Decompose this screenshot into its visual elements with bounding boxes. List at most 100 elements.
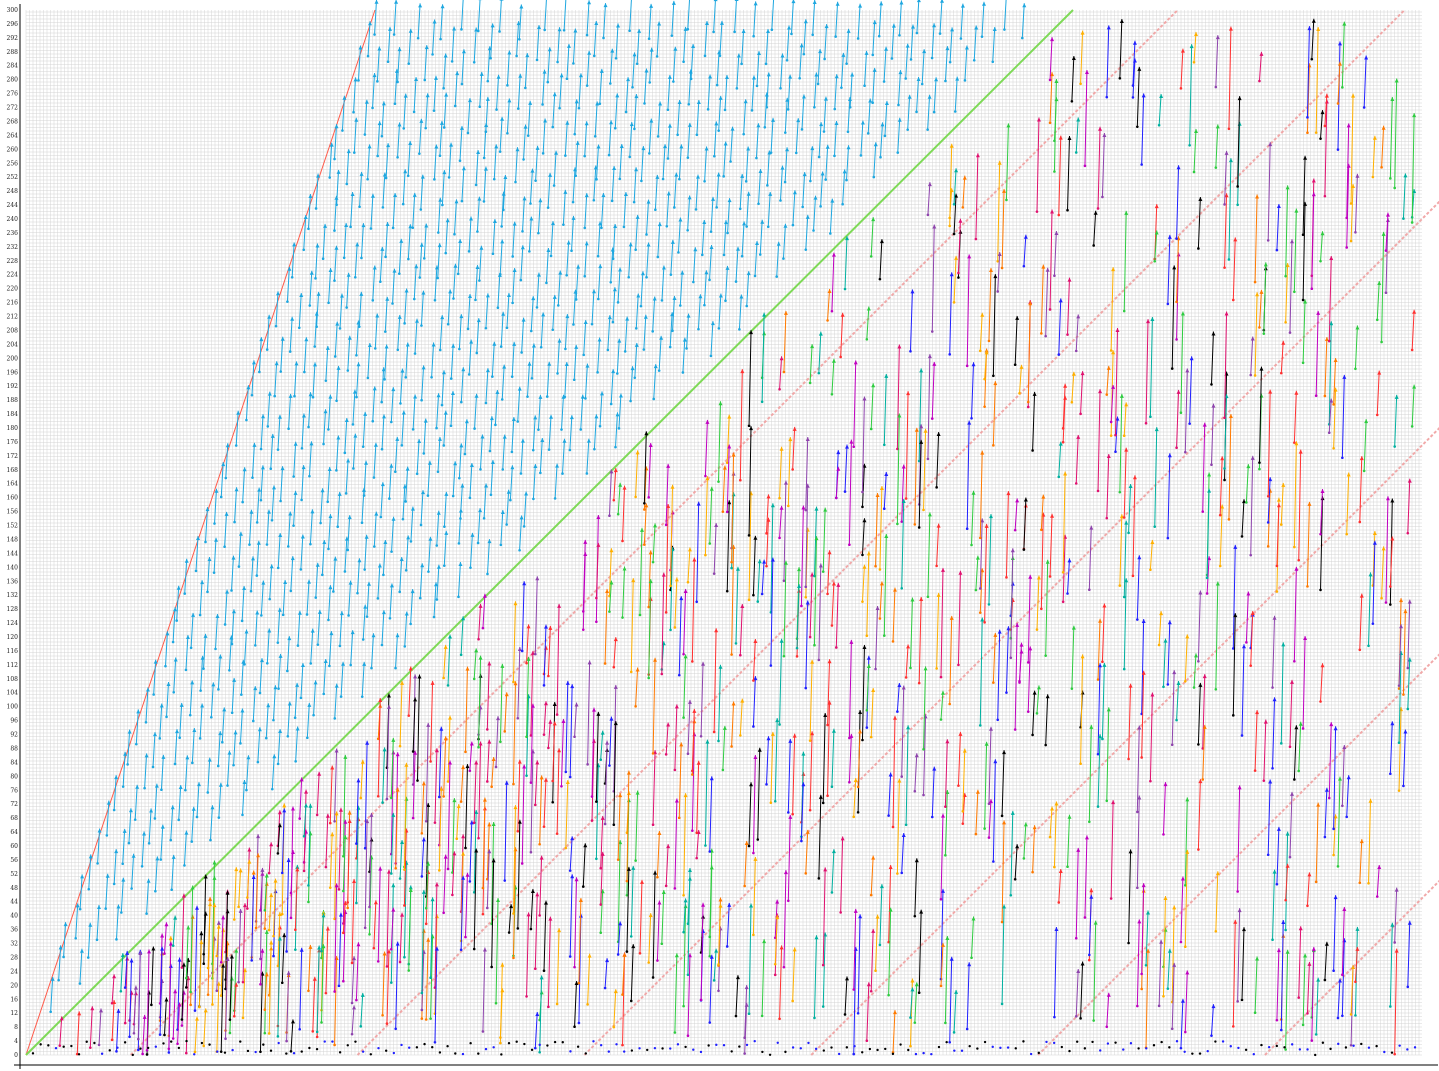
arrow-blue-208 xyxy=(458,443,464,480)
bottom-dot-3452 xyxy=(1229,1045,1232,1048)
arrow-658 xyxy=(1000,904,1007,1006)
arrow-114 xyxy=(302,803,309,838)
arrow-blue-455 xyxy=(694,174,701,211)
arrow-893 xyxy=(1279,642,1286,745)
arrow-428 xyxy=(730,701,736,748)
arrow-blue-462 xyxy=(841,169,847,206)
bottom-dot-1582 xyxy=(576,1045,580,1048)
arrow-blue-452 xyxy=(632,167,639,204)
arrow-blue-1 xyxy=(57,945,63,982)
bottom-dot-2484 xyxy=(891,1052,895,1056)
arrow-726 xyxy=(1079,961,1085,1020)
arrow-blue-519 xyxy=(363,99,369,136)
arrow-148 xyxy=(355,778,361,845)
bottom-dot-1142 xyxy=(423,1042,426,1046)
arrow-422 xyxy=(721,465,727,513)
arrow-590 xyxy=(922,428,928,512)
arrow-498 xyxy=(813,935,819,1020)
arrow-899 xyxy=(1284,863,1290,902)
arrow-67 xyxy=(232,867,239,921)
grid-lines xyxy=(25,10,1422,1056)
arrow-569 xyxy=(896,413,902,526)
arrow-287 xyxy=(547,916,553,1009)
arrow-blue-92 xyxy=(370,633,376,670)
arrow-blue-261 xyxy=(420,365,426,402)
arrow-434 xyxy=(734,975,740,1018)
arrow-568 xyxy=(896,344,902,451)
arrow-366 xyxy=(656,830,662,879)
arrow-blue-586 xyxy=(546,47,552,84)
bottom-dot-2022 xyxy=(730,1050,733,1053)
bottom-dot-3144 xyxy=(1122,1048,1125,1051)
arrow-960 xyxy=(1345,472,1351,536)
arrow-521 xyxy=(839,836,845,914)
bottom-dot-2946 xyxy=(1052,1041,1056,1045)
arrow-blue-356 xyxy=(639,271,645,308)
arrow-484 xyxy=(795,584,802,650)
arrow-468 xyxy=(778,356,784,391)
arrow-965 xyxy=(1349,93,1356,205)
arrow-531 xyxy=(852,908,858,991)
arrow-blue-481 xyxy=(703,146,709,183)
arrow-985 xyxy=(1380,546,1386,600)
arrow-blue-649 xyxy=(602,3,608,40)
arrow-blue-558 xyxy=(577,73,583,110)
arrow-889 xyxy=(1275,503,1281,568)
arrow-blue-215 xyxy=(234,410,241,447)
arrow-500 xyxy=(813,536,819,647)
arrow-blue-204 xyxy=(372,442,378,479)
arrow-1008 xyxy=(1406,599,1412,670)
arrow-blue-152 xyxy=(286,511,293,548)
arrow-blue-431 xyxy=(726,198,732,235)
arrow-982 xyxy=(1375,864,1382,898)
arrow-blue-211 xyxy=(519,438,525,475)
bottom-dot-1010 xyxy=(377,1046,380,1050)
arrow-blue-53 xyxy=(158,703,164,740)
arrow-248 xyxy=(494,716,501,769)
arrow-blue-470 xyxy=(474,150,481,187)
arrow-49 xyxy=(206,902,213,970)
arrow-blue-64 xyxy=(210,682,216,719)
arrow-blue-577 xyxy=(357,45,363,82)
arrow-blue-328 xyxy=(529,296,536,333)
arrow-553 xyxy=(878,581,884,620)
arrow-blue-583 xyxy=(486,46,492,83)
arrow-blue-86 xyxy=(243,629,249,666)
arrow-940 xyxy=(1323,337,1329,398)
arrow-blue-509 xyxy=(729,126,735,163)
arrow-blue-238 xyxy=(327,394,333,431)
arrow-955 xyxy=(1341,21,1347,89)
arrow-blue-307 xyxy=(539,312,546,349)
arrow-381 xyxy=(673,953,679,1034)
arrow-blue-446 xyxy=(502,174,508,212)
arrow-blue-474 xyxy=(552,150,559,187)
arrow-blue-581 xyxy=(442,53,448,90)
arrow-blue-526 xyxy=(506,98,512,135)
y-tick-label-200: 200 xyxy=(7,355,19,362)
arrow-388 xyxy=(682,654,688,719)
arrow-588 xyxy=(917,909,924,995)
arrow-blue-655 xyxy=(733,0,739,34)
arrow-379 xyxy=(673,577,679,629)
arrow-732 xyxy=(1088,894,1094,957)
arrow-871 xyxy=(1258,51,1264,83)
arrow-774 xyxy=(1136,919,1142,1008)
arrow-blue-415 xyxy=(391,192,398,230)
y-tick-label-60: 60 xyxy=(10,843,18,850)
arrow-blue-173 xyxy=(401,484,407,521)
arrow-blue-93 xyxy=(394,633,400,670)
arrow-303 xyxy=(573,981,579,1028)
arrow-563 xyxy=(891,587,898,643)
arrow-70 xyxy=(237,868,243,909)
arrow-559 xyxy=(882,471,889,511)
bottom-dot-284 xyxy=(123,1041,127,1044)
arrow-530 xyxy=(852,946,858,1056)
arrow-153 xyxy=(363,819,370,930)
arrow-blue-293 xyxy=(681,337,687,374)
arrow-blue-556 xyxy=(541,69,547,106)
arrow-30 xyxy=(171,915,178,947)
arrow-125 xyxy=(320,944,326,1024)
arrow-blue-169 xyxy=(319,488,325,525)
arrow-blue-652 xyxy=(670,0,676,37)
bottom-dot-3716 xyxy=(1321,1041,1325,1044)
